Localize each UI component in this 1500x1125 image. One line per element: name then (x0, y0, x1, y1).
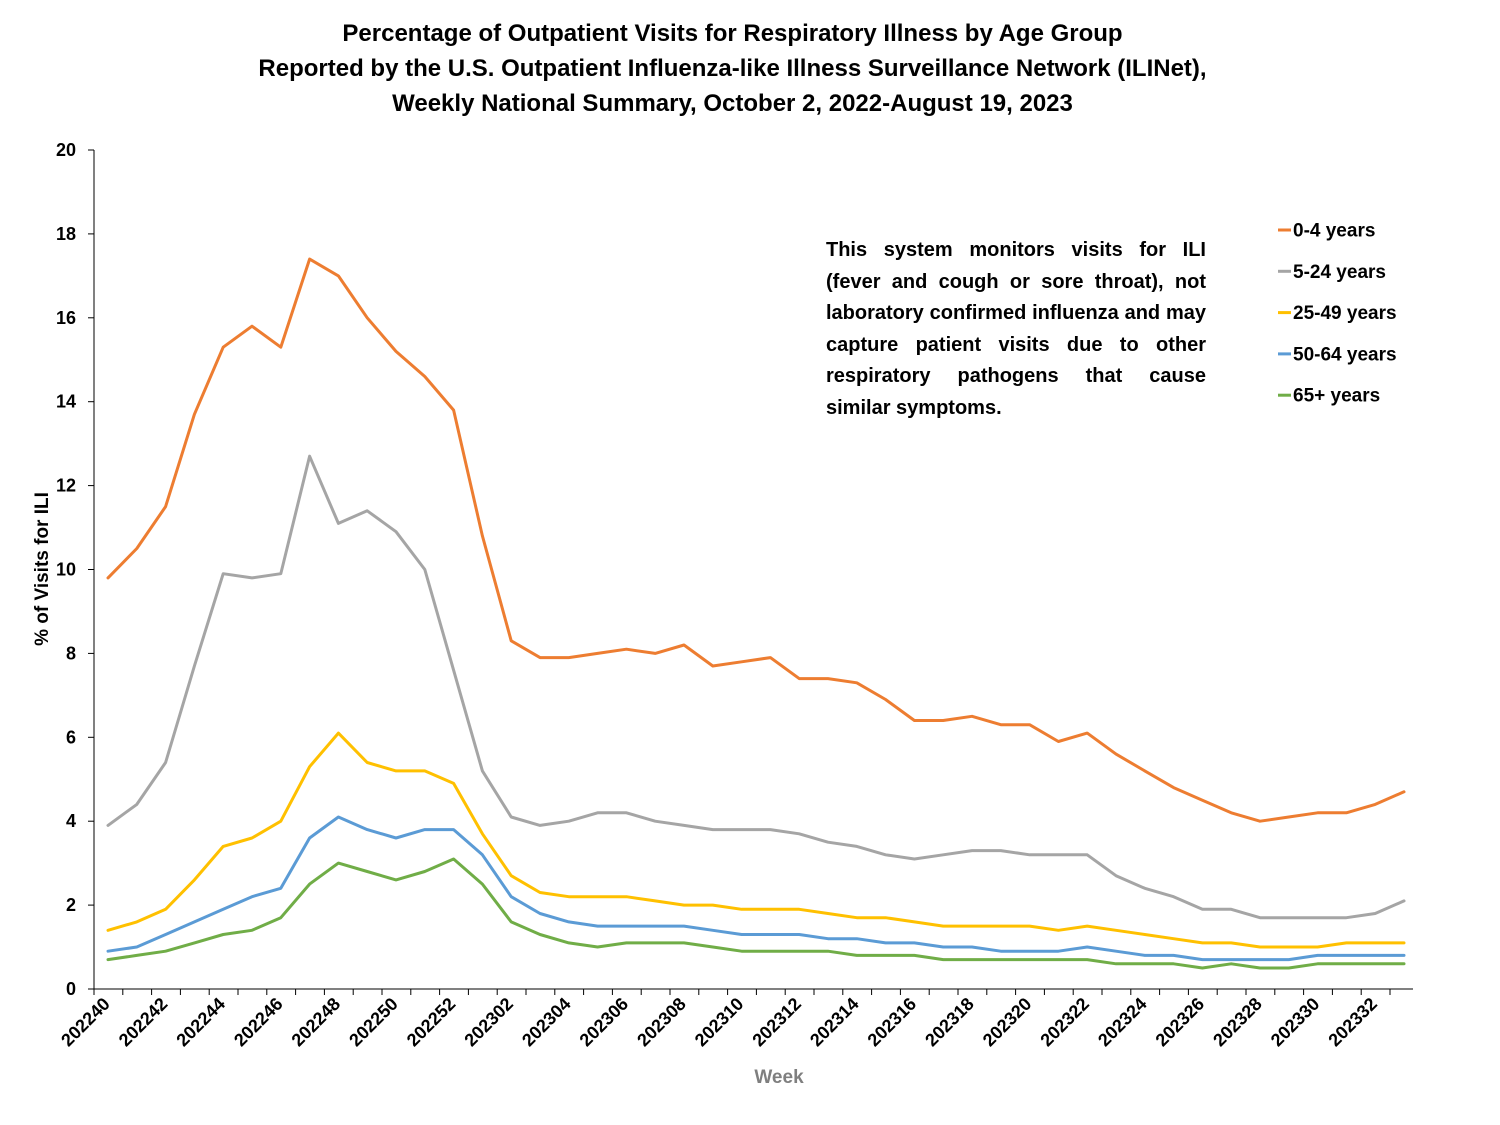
y-tick-label: 18 (56, 224, 76, 244)
annotation-note: This system monitors visits for ILI (fev… (826, 239, 1206, 419)
x-tick-label: 202302 (460, 994, 517, 1051)
y-tick-label: 16 (56, 308, 76, 328)
series-line-0-4-years (106, 257, 1406, 823)
x-tick-label: 202310 (691, 994, 748, 1051)
y-tick-label: 0 (66, 979, 76, 999)
x-tick-label: 202242 (115, 994, 172, 1051)
legend-label: 50-64 years (1293, 344, 1397, 365)
x-tick-label: 202328 (1209, 994, 1266, 1051)
legend-label: 65+ years (1293, 386, 1380, 407)
x-tick-label: 202304 (518, 994, 575, 1051)
x-tick-label: 202330 (1267, 994, 1324, 1051)
chart-title: Percentage of Outpatient Visits for Resp… (0, 16, 1465, 121)
chart-title-line-1: Percentage of Outpatient Visits for Resp… (342, 20, 1123, 47)
x-tick-label: 202326 (1152, 994, 1209, 1051)
x-tick-label: 202308 (633, 994, 690, 1051)
legend-label: 5-24 years (1293, 262, 1386, 283)
y-tick-label: 20 (56, 140, 76, 160)
x-tick-label: 202312 (748, 994, 805, 1051)
y-tick-label: 10 (56, 560, 76, 580)
x-tick-label: 202244 (172, 994, 229, 1051)
x-tick-label: 202320 (979, 994, 1036, 1051)
x-tick-label: 202332 (1324, 994, 1381, 1051)
x-tick-label: 202252 (403, 994, 460, 1051)
x-tick-label: 202306 (576, 994, 633, 1051)
x-axis-label: Week (754, 1067, 804, 1088)
y-tick-label: 2 (66, 895, 76, 915)
series-lines (106, 257, 1406, 970)
y-axis-label: % of Visits for ILI (32, 492, 53, 646)
x-tick-label: 202322 (1036, 994, 1093, 1051)
x-tick-label: 202250 (345, 994, 402, 1051)
x-tick-label: 202314 (806, 994, 863, 1051)
y-tick-label: 12 (56, 476, 76, 496)
chart-title-line-3: Weekly National Summary, October 2, 2022… (392, 90, 1073, 117)
y-tick-label: 8 (66, 643, 76, 663)
x-tick-label: 202324 (1094, 994, 1151, 1051)
chart-title-line-2: Reported by the U.S. Outpatient Influenz… (258, 55, 1207, 82)
y-tick-label: 14 (56, 392, 76, 412)
legend-label: 25-49 years (1293, 303, 1397, 324)
series-line-25-49-years (106, 731, 1406, 949)
x-tick-label: 202316 (864, 994, 921, 1051)
x-tick-label: 202246 (230, 994, 287, 1051)
y-tick-label: 4 (66, 811, 76, 831)
series-line-65-years (106, 857, 1406, 970)
series-line-50-64-years (106, 815, 1406, 962)
x-tick-label: 202240 (57, 994, 114, 1051)
x-tick-label: 202318 (921, 994, 978, 1051)
x-tick-label: 202248 (288, 994, 345, 1051)
series-line-5-24-years (106, 454, 1406, 920)
legend-label: 0-4 years (1293, 221, 1375, 242)
y-tick-label: 6 (66, 727, 76, 747)
legend: 0-4 years 5-24 years 25-49 years 50-64 year… (1278, 221, 1397, 407)
